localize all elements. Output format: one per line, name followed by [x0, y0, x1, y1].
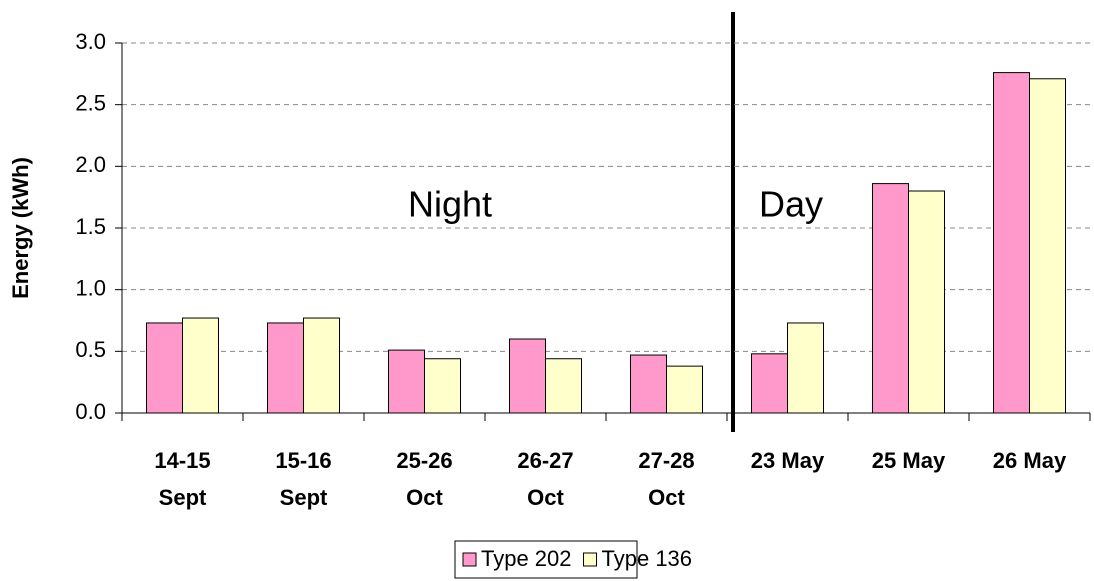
bar	[787, 322, 824, 414]
bar	[146, 322, 183, 414]
bar	[545, 358, 582, 414]
legend-label: Type 202	[481, 546, 572, 571]
bar	[666, 365, 703, 414]
y-tick-label: 1.5	[75, 214, 106, 239]
x-tick-label: 27-28 Oct	[638, 448, 694, 510]
y-tick-label: 1.0	[75, 275, 106, 300]
x-tick-label: 14-15 Sept	[154, 448, 210, 510]
legend-box	[454, 540, 638, 579]
annotation: Day	[759, 184, 823, 225]
bar	[182, 317, 219, 414]
x-tick-label: 26 May	[993, 448, 1067, 473]
bar	[1029, 78, 1066, 414]
bar	[424, 358, 461, 414]
y-tick-label: 2.5	[75, 90, 106, 115]
bar	[751, 353, 788, 414]
y-axis-label: Energy (kWh)	[8, 157, 33, 299]
legend-swatch	[462, 552, 477, 567]
y-tick-label: 0.5	[75, 337, 106, 362]
y-tick-label: 2.0	[75, 152, 106, 177]
bar	[267, 322, 304, 414]
bar	[630, 354, 667, 414]
bar	[303, 317, 340, 414]
y-tick-label: 0.0	[75, 399, 106, 424]
bar	[993, 72, 1030, 414]
bar	[509, 338, 546, 414]
x-tick-label: 26-27 Oct	[517, 448, 573, 510]
x-tick-label: 23 May	[751, 448, 825, 473]
bar	[872, 183, 909, 414]
bar	[908, 190, 945, 414]
x-tick-label: 25-26 Oct	[396, 448, 452, 510]
x-tick-label: 25 May	[872, 448, 946, 473]
bar	[388, 349, 425, 414]
annotation: Night	[408, 184, 492, 225]
legend-label: Type 136	[602, 546, 693, 571]
x-tick-label: 15-16 Sept	[275, 448, 331, 510]
legend-swatch	[583, 552, 598, 567]
y-tick-label: 3.0	[75, 29, 106, 54]
